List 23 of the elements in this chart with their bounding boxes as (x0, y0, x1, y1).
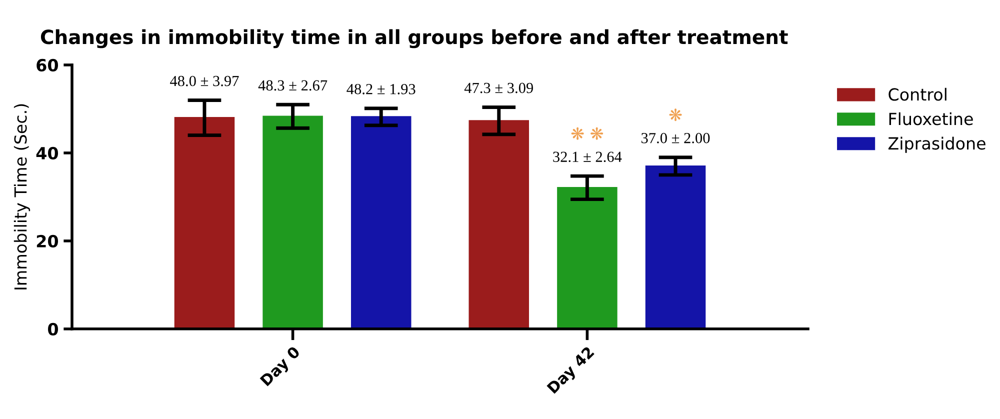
data-label: 48.2 ± 1.93 (346, 84, 416, 94)
data-label: 32.1 ± 2.64 (553, 152, 622, 162)
bar (468, 120, 530, 329)
y-tick-label: 20 (36, 234, 58, 248)
data-label: 47.3 ± 3.09 (464, 82, 533, 94)
y-tick-label: 0 (48, 322, 58, 336)
annotation: ❋ (669, 108, 682, 122)
bar (645, 165, 706, 329)
bar (262, 116, 323, 329)
data-label: 48.3 ± 2.67 (258, 80, 328, 91)
data-label: 37.0 ± 2.00 (642, 132, 710, 144)
legend-label: Ziprasidone (888, 136, 986, 153)
data-label: 48.0 ± 3.97 (170, 76, 239, 86)
annotation: ❋ ❋ (571, 127, 604, 140)
y-axis-title: Immobility Time (Sec.) (14, 104, 30, 290)
bar (557, 186, 618, 329)
bar (350, 116, 412, 329)
bar (174, 117, 235, 329)
y-tick-label: 40 (36, 146, 58, 160)
legend-label: Fluoxetine (889, 112, 973, 126)
chart-title: Changes in immobility time in all groups before and after treatment (40, 29, 788, 48)
legend-label: Control (888, 88, 946, 101)
y-tick-label: 60 (36, 58, 58, 72)
